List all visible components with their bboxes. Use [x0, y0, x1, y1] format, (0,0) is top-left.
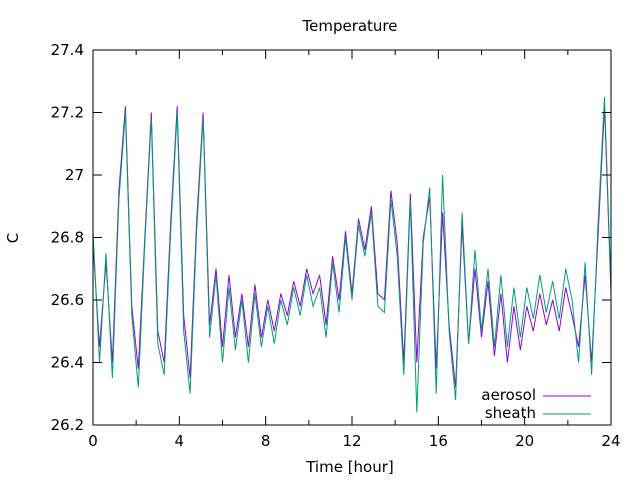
y-tick-label: 27.4: [51, 41, 84, 59]
y-axis-label: C: [4, 233, 22, 243]
series-line-aerosol: [92, 106, 612, 388]
y-tick-label: 27.2: [51, 104, 84, 122]
y-tick-label: 27: [65, 166, 84, 184]
legend-label-sheath: sheath: [485, 404, 536, 422]
x-tick-label: 24: [601, 432, 620, 450]
legend: aerosol sheath: [481, 386, 591, 422]
y-tick-label: 26.8: [51, 229, 84, 247]
x-axis-label: Time [hour]: [305, 458, 394, 476]
x-axis: 0 4 8 12 16 20 24: [88, 50, 621, 450]
x-tick-label: 12: [342, 432, 361, 450]
y-tick-label: 26.2: [51, 416, 84, 434]
y-axis: 26.2 26.4 26.6 26.8 27 27.2 27.4: [51, 41, 611, 434]
chart-title: Temperature: [301, 17, 397, 35]
y-tick-label: 26.6: [51, 291, 84, 309]
x-tick-label: 0: [88, 432, 98, 450]
x-tick-label: 16: [429, 432, 448, 450]
x-tick-label: 20: [515, 432, 534, 450]
y-tick-label: 26.4: [51, 354, 84, 372]
series-line-sheath: [92, 96, 612, 413]
plot-lines: [92, 96, 612, 413]
x-tick-label: 4: [175, 432, 185, 450]
legend-label-aerosol: aerosol: [481, 386, 536, 404]
x-tick-label: 8: [261, 432, 271, 450]
